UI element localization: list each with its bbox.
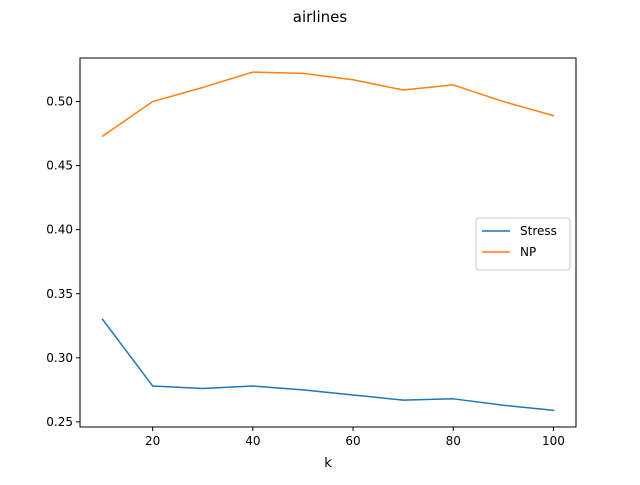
x-tick-label: 40 (245, 434, 260, 448)
x-tick-label: 60 (345, 434, 360, 448)
legend-label-stress: Stress (520, 224, 557, 238)
y-axis: 0.25 0.30 0.35 0.40 0.45 0.50 (46, 95, 80, 429)
x-axis-label: k (324, 456, 332, 471)
y-tick-label: 0.30 (46, 351, 73, 365)
legend: Stress NP (475, 217, 571, 271)
y-tick-label: 0.40 (46, 223, 73, 237)
y-tick-label: 0.45 (46, 159, 73, 173)
y-tick-label: 0.25 (46, 415, 73, 429)
series-layer (101, 71, 555, 412)
x-tick-label: 80 (446, 434, 461, 448)
x-axis: 20 40 60 80 100 (145, 427, 565, 448)
series-line-np (101, 71, 555, 138)
x-tick-label: 100 (542, 434, 565, 448)
legend-label-np: NP (520, 245, 536, 259)
plot-area-frame (79, 57, 577, 428)
chart-title: airlines (293, 8, 348, 26)
y-tick-label: 0.50 (46, 95, 73, 109)
series-line-stress (101, 318, 555, 412)
y-tick-label: 0.35 (46, 287, 73, 301)
x-tick-label: 20 (145, 434, 160, 448)
